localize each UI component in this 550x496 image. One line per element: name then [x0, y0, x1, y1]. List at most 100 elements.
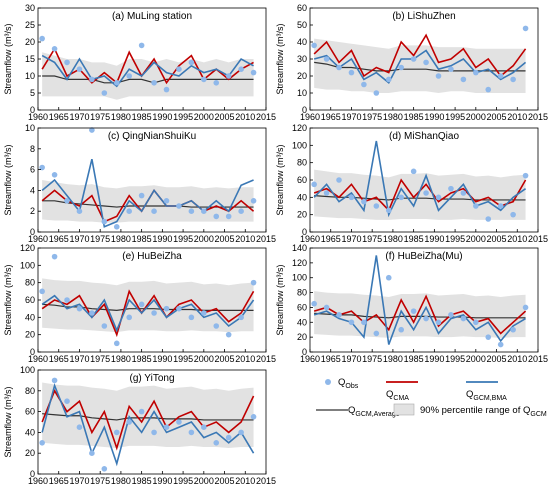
- percentile-band: [314, 169, 526, 220]
- obs-point: [373, 330, 380, 337]
- x-tick-label: 2000: [194, 476, 214, 486]
- x-tick-label: 2015: [528, 354, 548, 364]
- obs-point: [151, 208, 157, 214]
- obs-point: [213, 80, 220, 86]
- obs-point: [348, 194, 355, 201]
- obs-point: [510, 76, 516, 83]
- y-tick-label: 120: [20, 243, 35, 253]
- y-tick-label: 20: [25, 37, 35, 47]
- x-tick-label: 1975: [90, 476, 110, 486]
- obs-point: [423, 315, 429, 322]
- obs-point: [176, 305, 182, 312]
- y-tick-label: 50: [297, 20, 307, 30]
- obs-point: [250, 198, 257, 204]
- obs-point: [89, 76, 95, 83]
- obs-point: [385, 207, 392, 214]
- obs-point: [151, 429, 157, 436]
- y-axis-label: Streamflow (m³/s): [3, 264, 13, 335]
- y-axis-label: Streamflow (m³/s): [275, 23, 285, 94]
- y-tick-label: 40: [25, 312, 35, 322]
- obs-point: [435, 194, 442, 201]
- x-tick-label: 1960: [28, 476, 48, 486]
- x-tick-label: 1980: [383, 354, 403, 364]
- legend-subscript: GCM,Average: [355, 411, 399, 418]
- y-tick-label: 80: [25, 386, 35, 396]
- obs-point: [64, 198, 70, 204]
- y-tick-label: 60: [25, 295, 35, 305]
- y-tick-label: 0: [302, 347, 307, 357]
- x-tick-label: 1985: [404, 234, 424, 244]
- y-tick-label: 8: [30, 144, 35, 154]
- x-tick-label: 1970: [69, 112, 89, 122]
- x-tick-label: 1985: [132, 354, 152, 364]
- obs-point: [460, 76, 467, 83]
- series-line: [41, 159, 254, 228]
- x-tick-label: 1960: [28, 112, 48, 122]
- obs-point: [213, 440, 220, 446]
- y-tick-label: 2: [30, 206, 35, 216]
- obs-point: [485, 86, 492, 93]
- obs-point: [176, 203, 182, 209]
- series-line: [42, 75, 254, 84]
- obs-point: [51, 172, 58, 178]
- y-tick-label: 40: [297, 317, 307, 327]
- obs-point: [336, 312, 342, 318]
- y-axis-label: Streamflow (m³/s): [3, 23, 13, 94]
- y-tick-label: 4: [30, 185, 35, 195]
- x-tick-label: 1995: [173, 354, 193, 364]
- obs-point: [101, 90, 108, 96]
- percentile-band: [314, 38, 526, 93]
- x-tick-label: 2010: [507, 354, 527, 364]
- panel-title: (f) HuBeiZha(Mu): [385, 251, 462, 262]
- obs-point: [51, 253, 58, 260]
- y-tick-label: 10: [25, 71, 35, 81]
- legend-label: 90% percentile range of QGCM: [420, 405, 547, 418]
- y-tick-label: 0: [30, 469, 35, 479]
- obs-point: [51, 377, 58, 384]
- obs-point: [398, 194, 405, 201]
- legend-label: QGCM,Average: [348, 405, 400, 418]
- x-tick-label: 1985: [404, 112, 424, 122]
- obs-point: [510, 211, 516, 218]
- x-tick-label: 2005: [215, 354, 235, 364]
- x-tick-label: 1990: [424, 354, 444, 364]
- obs-point: [101, 218, 108, 225]
- obs-point: [126, 419, 132, 425]
- obs-point: [373, 203, 380, 209]
- x-tick-label: 2015: [256, 476, 276, 486]
- x-tick-label: 2005: [215, 234, 235, 244]
- y-tick-label: 100: [292, 273, 307, 283]
- obs-point: [188, 59, 195, 66]
- obs-point: [238, 314, 244, 321]
- obs-point: [163, 424, 170, 431]
- obs-point: [64, 59, 70, 66]
- x-tick-label: 2015: [256, 354, 276, 364]
- y-tick-label: 80: [297, 158, 307, 168]
- obs-point: [188, 429, 195, 436]
- y-tick-label: 140: [292, 243, 307, 253]
- x-tick-label: 1970: [341, 234, 361, 244]
- y-tick-label: 120: [292, 258, 307, 268]
- obs-point: [225, 434, 232, 441]
- x-tick-label: 2015: [528, 234, 548, 244]
- y-tick-label: 0: [302, 105, 307, 115]
- x-tick-label: 1980: [111, 112, 131, 122]
- obs-point: [188, 314, 195, 321]
- series-line: [41, 54, 254, 88]
- series-line: [41, 383, 255, 467]
- obs-point: [138, 301, 145, 308]
- x-tick-label: 1960: [300, 112, 320, 122]
- panel-title: (g) YiTong: [129, 373, 174, 384]
- x-tick-label: 1970: [69, 354, 89, 364]
- series-line: [313, 33, 527, 78]
- obs-point: [51, 46, 58, 52]
- x-tick-label: 2010: [235, 354, 255, 364]
- obs-point: [348, 69, 355, 76]
- y-tick-label: 20: [297, 71, 307, 81]
- obs-point: [522, 172, 529, 179]
- legend-subscript: Obs: [345, 383, 358, 390]
- obs-point: [39, 440, 45, 446]
- obs-point: [385, 76, 392, 83]
- percentile-band: [42, 52, 254, 100]
